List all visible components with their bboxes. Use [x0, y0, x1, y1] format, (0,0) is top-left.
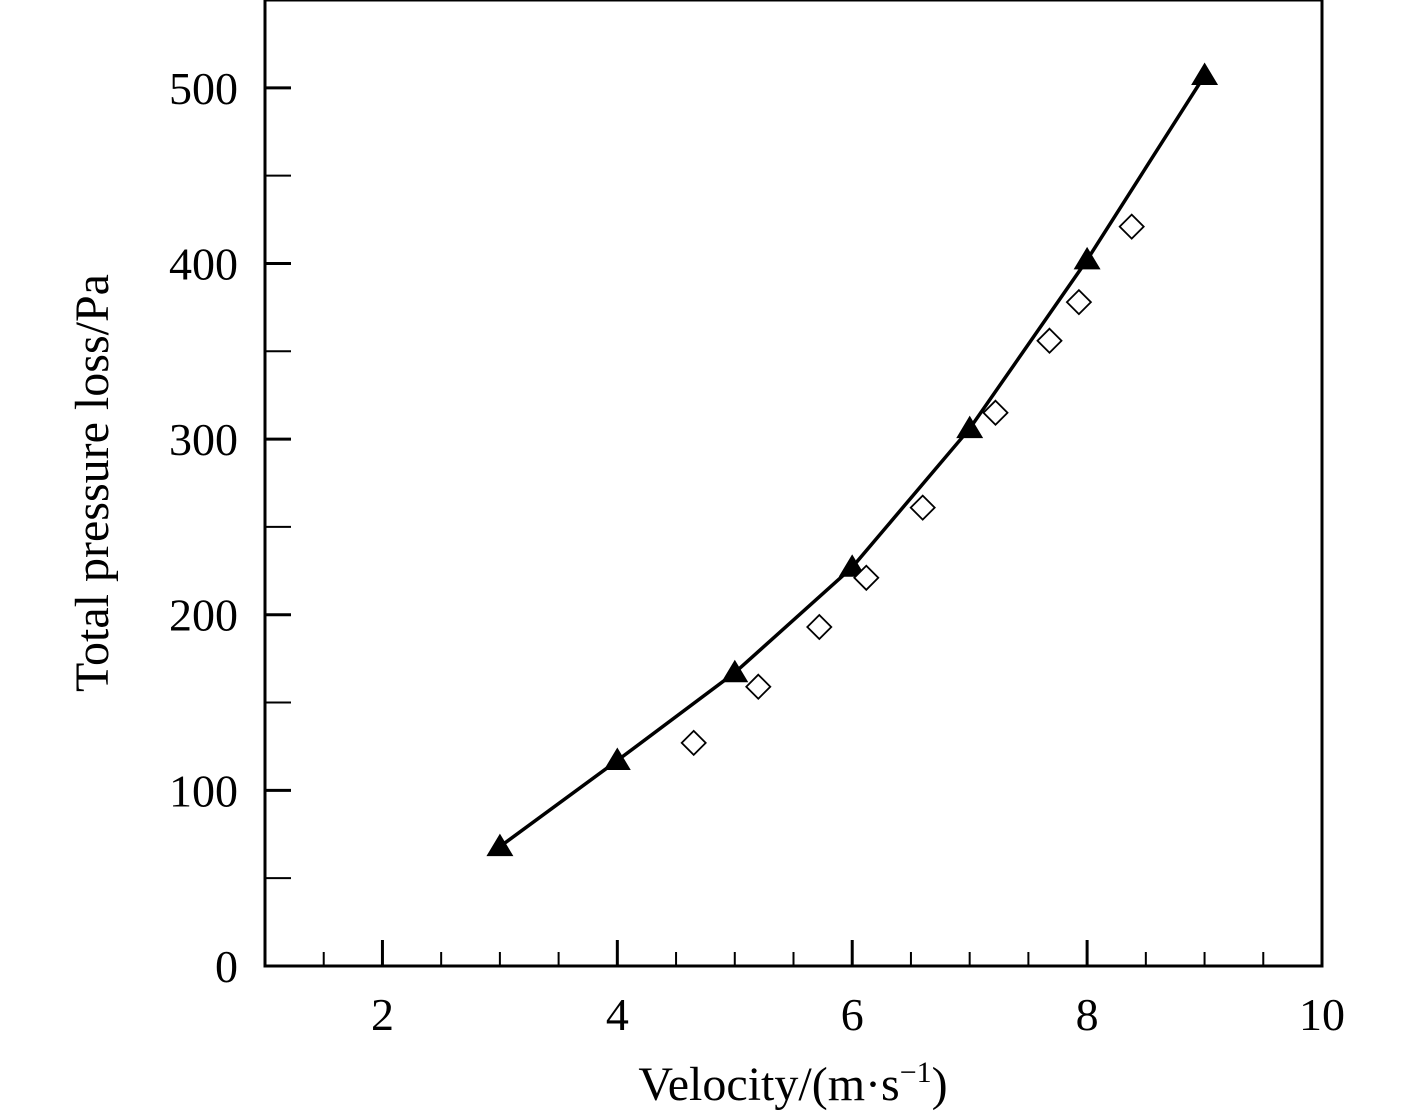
series-0-point — [486, 833, 514, 857]
series-0-point — [603, 747, 631, 770]
series-markers — [486, 62, 1219, 857]
x-tick-label: 8 — [1076, 989, 1099, 1040]
series-1-point — [745, 673, 772, 700]
y-tick-label: 300 — [169, 414, 238, 465]
series-1-point — [1036, 327, 1063, 354]
x-tick-label: 2 — [371, 989, 394, 1040]
y-tick-label: 400 — [169, 238, 238, 289]
series-1-point — [909, 494, 936, 521]
plot-frame — [263, 0, 1324, 968]
series-1-point — [1065, 288, 1093, 316]
x-tick-label: 4 — [606, 989, 629, 1040]
series-0-point — [1073, 246, 1101, 270]
series-0-point — [838, 554, 866, 577]
x-tick-label: 6 — [841, 989, 864, 1040]
axis-ticks — [265, 86, 1324, 968]
y-tick-label: 200 — [169, 590, 238, 641]
y-tick-label: 0 — [215, 941, 238, 992]
series-0-point — [1191, 62, 1219, 85]
x-axis-title: Velocity/(m·s−1) — [638, 1056, 947, 1111]
series-0-line — [498, 74, 1207, 849]
series-0-point — [721, 659, 749, 683]
y-tick-label: 100 — [169, 765, 238, 816]
y-axis-title: Total pressure loss/Pa — [66, 274, 119, 692]
x-tick-label: 10 — [1299, 989, 1345, 1040]
series-1-point — [680, 729, 707, 757]
series-1-point — [853, 564, 880, 592]
series-1-point — [982, 399, 1009, 426]
series-0-point — [956, 415, 984, 439]
series-1-point — [1118, 213, 1145, 240]
series-1-point — [806, 613, 833, 641]
series-lines — [498, 74, 1207, 849]
y-tick-label: 500 — [169, 63, 238, 114]
